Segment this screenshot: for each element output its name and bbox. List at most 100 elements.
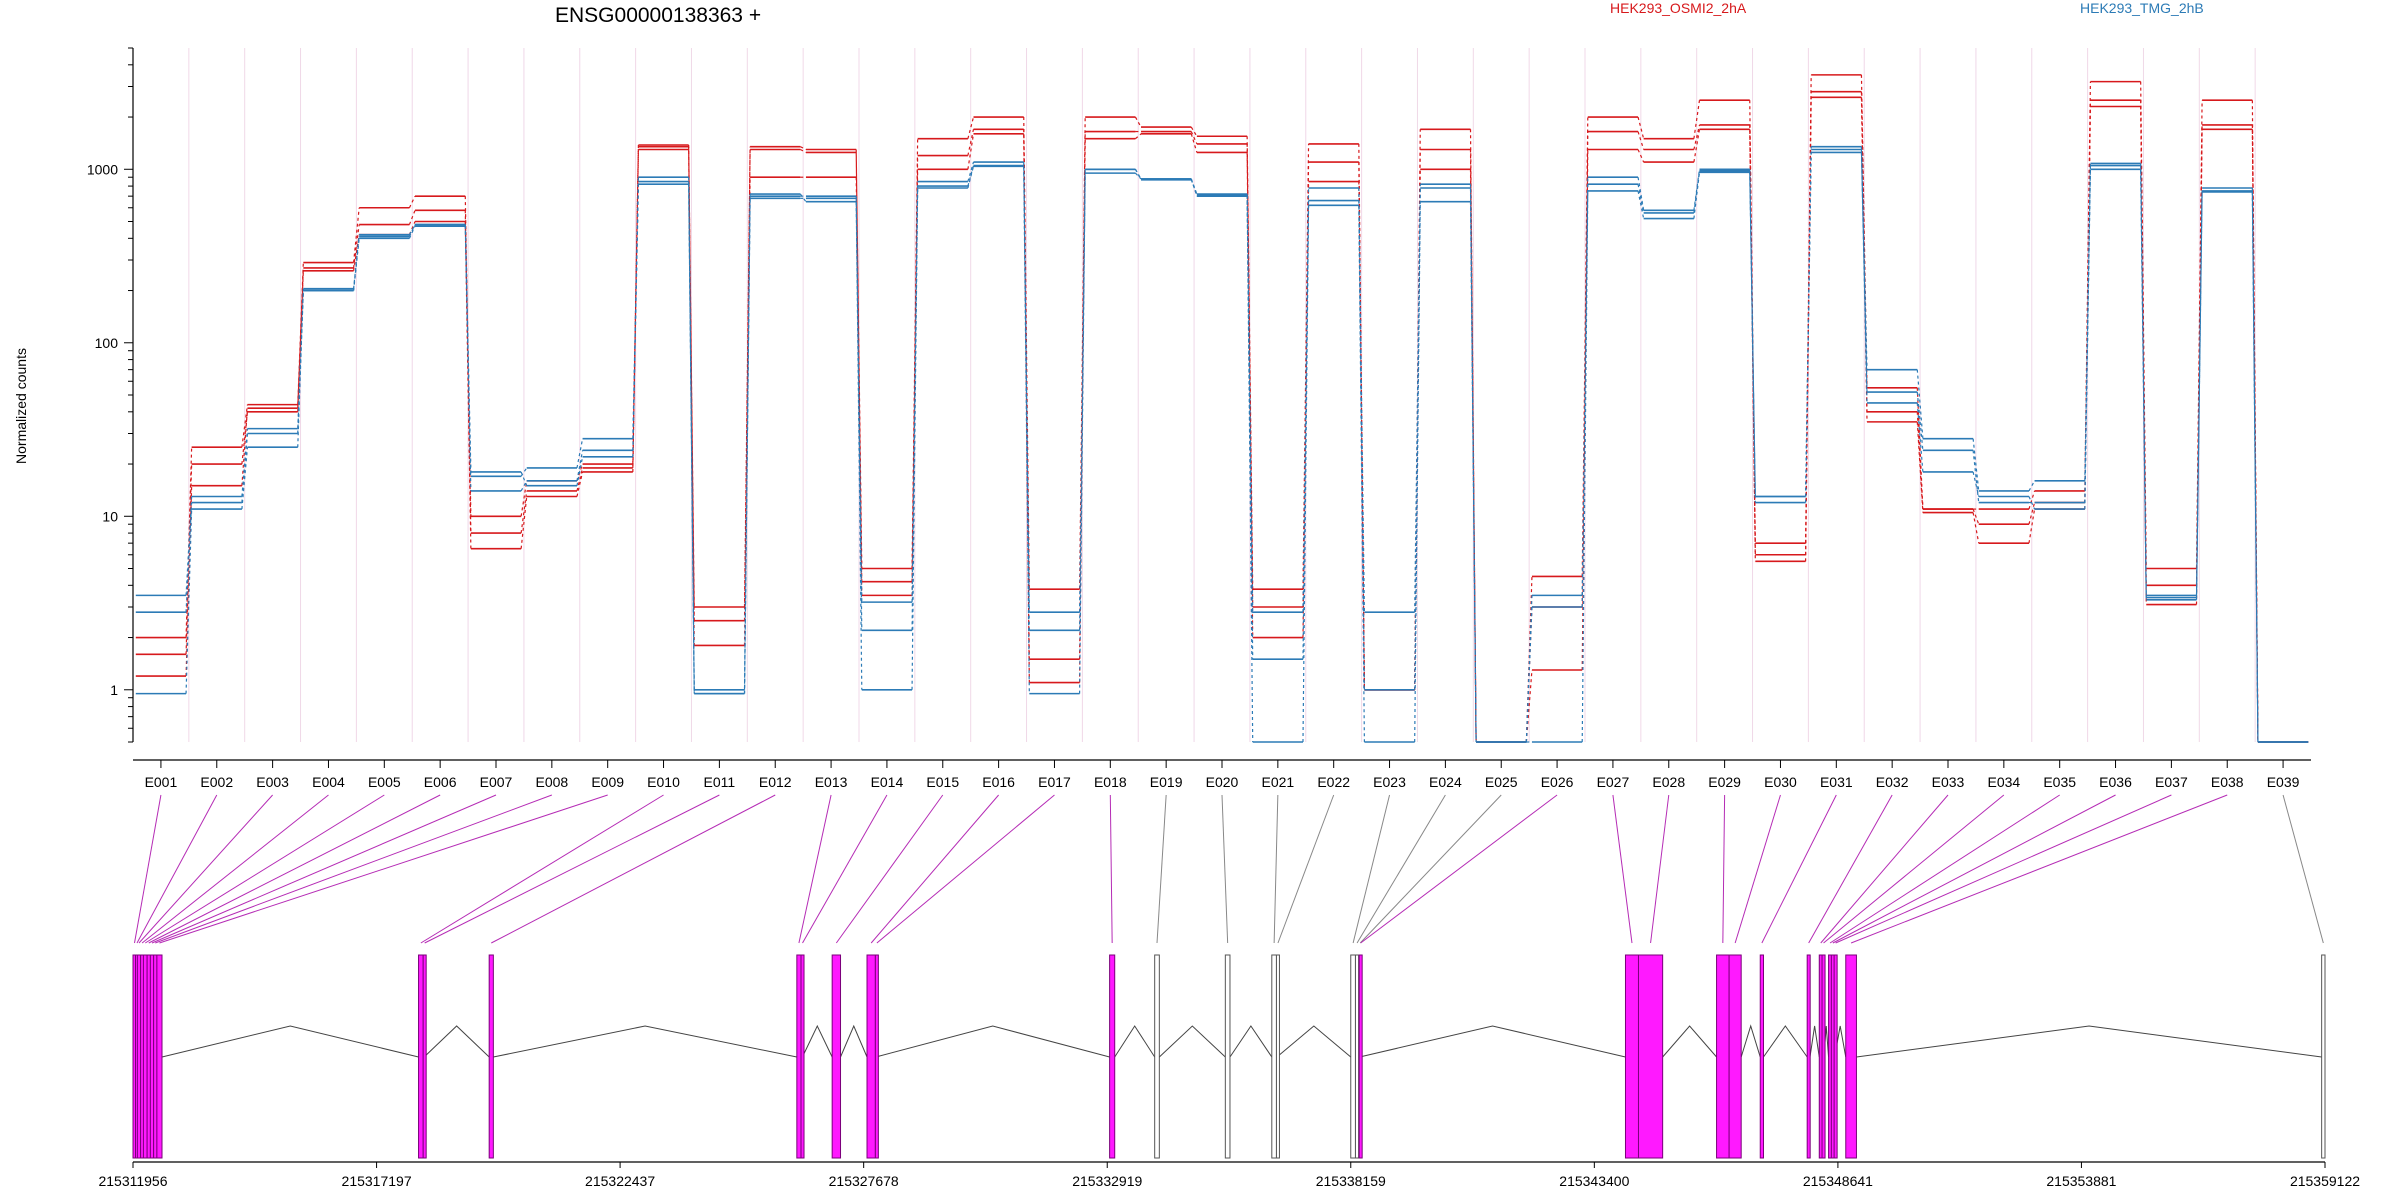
genomic-tick-label: 215322437 (585, 1173, 655, 1189)
series-connector (1469, 184, 1477, 743)
exon-tick-label: E004 (312, 774, 345, 790)
exon-tick-label: E012 (759, 774, 792, 790)
legend-label-tmg: HEK293_TMG_2hB (2080, 0, 2204, 16)
series-connector (576, 450, 584, 481)
genomic-coordinate-axis: 215311956 215317197 215322437 215327678 2153… (98, 1161, 2360, 1189)
exon-tick-label: E031 (1820, 774, 1853, 790)
genomic-tick-label: 215311956 (98, 1173, 167, 1189)
series-connector (520, 496, 528, 549)
genomic-tick-label: 215332919 (1072, 1173, 1142, 1189)
exon-axis: E001 E002 E003 E004 E005 E006 E007 E008 E009 E010… (133, 759, 2311, 790)
y-tick-label: 1000 (87, 161, 118, 177)
series-connector (1916, 387, 1924, 510)
genomic-tick-label: 215353881 (2046, 1173, 2116, 1189)
exon-tick-label: E025 (1485, 774, 1518, 790)
series-connector (297, 270, 304, 409)
exon-connector (1356, 794, 1446, 944)
exon-connector (1850, 794, 2228, 944)
exon-tick-label: E038 (2211, 774, 2244, 790)
series-connector (408, 224, 416, 235)
series-connector (408, 224, 416, 237)
exon-block (1271, 954, 1277, 1159)
exon-connector (159, 794, 608, 944)
exon-tick-label: E030 (1764, 774, 1797, 790)
exon-tick-label: E007 (480, 774, 513, 790)
exon-block (831, 954, 842, 1159)
exon-connector (835, 794, 944, 944)
exon-block (1716, 954, 1730, 1159)
intron-line (1158, 1025, 1226, 1058)
exon-connector (1352, 794, 1391, 944)
series-connector (1135, 172, 1142, 180)
expression-series (135, 74, 2309, 743)
series-connector (800, 146, 807, 151)
y-tick-label: 10 (102, 508, 118, 524)
exon-connector (802, 794, 888, 944)
exon-connector (876, 794, 1055, 944)
exon-tick-label: E020 (1206, 774, 1239, 790)
series-connector (1749, 172, 1756, 497)
exon-connector (1277, 794, 1335, 944)
exon-connector (420, 794, 664, 944)
series-connector (1525, 606, 1533, 743)
series-connector (2140, 163, 2147, 600)
series-connector (1414, 201, 1421, 743)
series-connector (1246, 194, 1254, 613)
series-connector (576, 438, 584, 469)
exon-connector (155, 794, 553, 944)
intron-line (493, 1025, 797, 1058)
exon-connector (1820, 794, 1949, 944)
series-connector (2251, 187, 2259, 743)
exon-tick-label: E008 (535, 774, 568, 790)
genomic-tick-label: 215359122 (2290, 1173, 2360, 1189)
exon-connector (151, 794, 497, 944)
exon-block (1845, 954, 1857, 1159)
y-axis-label: Normalized counts (13, 348, 29, 464)
series-connector (1693, 169, 1701, 211)
series-connector (185, 509, 193, 694)
series-connector (1637, 116, 1645, 139)
series-connector (1525, 576, 1533, 743)
intron-line (1809, 1025, 1820, 1058)
intron-line (1763, 1025, 1808, 1058)
series-3 (135, 145, 2309, 743)
series-connector (241, 408, 249, 486)
series-connector (1972, 512, 1980, 544)
exon-connector (145, 794, 385, 944)
exon-connector-lines (134, 794, 2324, 944)
exon-block (418, 954, 424, 1159)
series-connector (408, 195, 416, 209)
series-connector (1860, 149, 1868, 393)
series-connector (1637, 190, 1645, 219)
intron-line (1740, 1024, 1761, 1058)
exon-tick-label: E019 (1150, 774, 1183, 790)
series-connector (1637, 149, 1645, 163)
exon-connector (424, 794, 720, 944)
intron-line (875, 1025, 1110, 1058)
series-connector (2084, 165, 2092, 481)
intron-line (423, 1025, 490, 1058)
intron-line (1856, 1025, 2322, 1058)
exon-block (1759, 954, 1764, 1159)
exon-connector (1273, 794, 1279, 944)
exon-connector (134, 794, 162, 944)
series-connector (2028, 496, 2036, 510)
series-connector (1023, 166, 1030, 694)
exon-tick-label: E035 (2043, 774, 2076, 790)
exon-tick-label: E022 (1317, 774, 1350, 790)
exon-tick-label: E021 (1261, 774, 1294, 790)
exon-tick-label: E018 (1094, 774, 1127, 790)
exon-block (1224, 954, 1231, 1159)
genomic-tick-label: 215348641 (1803, 1173, 1873, 1189)
exon-block (1358, 954, 1363, 1159)
series-connector (576, 467, 584, 492)
exon-block (1624, 954, 1639, 1159)
exon-tick-label: E033 (1932, 774, 1965, 790)
genomic-tick-label: 215317197 (342, 1173, 412, 1189)
intron-line (1276, 1025, 1352, 1058)
exon-tick-label: E010 (647, 774, 680, 790)
series-connector (688, 184, 695, 694)
y-tick-label: 100 (95, 335, 119, 351)
y-tick-label: 1 (110, 682, 118, 698)
